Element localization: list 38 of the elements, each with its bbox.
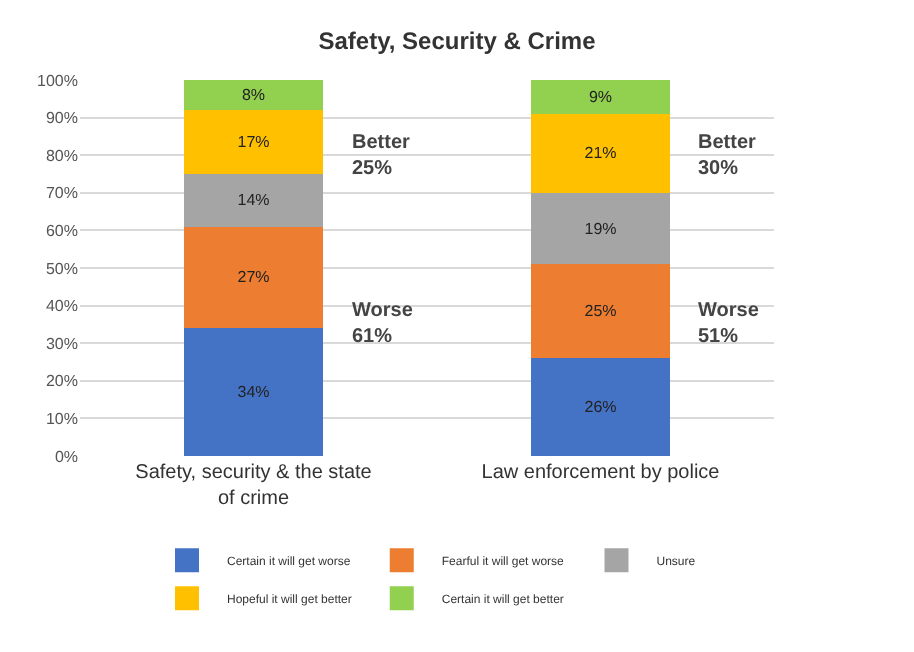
y-tick-label: 10%	[45, 410, 78, 428]
y-tick-label: 40%	[45, 297, 78, 316]
x-tick-label: Law enforcement by police	[481, 462, 721, 484]
data-label: 21%	[584, 144, 617, 163]
annotation: Better 30%	[698, 132, 757, 180]
y-tick-label: 90%	[45, 109, 78, 128]
bar	[184, 328, 323, 456]
annotation: Worse 51%	[698, 300, 760, 348]
chart-title: Safety, Security & Crime	[318, 27, 597, 56]
data-label: 25%	[584, 302, 617, 321]
y-tick-label: 70%	[45, 184, 78, 203]
bar	[184, 174, 323, 227]
bar	[531, 192, 670, 265]
data-label: 26%	[584, 398, 617, 417]
y-tick-label: 0%	[54, 447, 78, 466]
y-tick-label: 80%	[45, 146, 78, 165]
data-label: 17%	[237, 133, 270, 152]
data-label: 19%	[584, 219, 617, 238]
data-label: 27%	[237, 268, 270, 287]
data-label: 14%	[237, 191, 270, 210]
bar	[531, 113, 670, 193]
data-label: 9%	[588, 87, 613, 106]
annotation: Better 25%	[352, 132, 411, 180]
x-tick-label: Safety, security & the state of crime	[135, 462, 373, 510]
bar	[531, 264, 670, 359]
data-label: 8%	[241, 86, 266, 105]
bar	[184, 226, 323, 329]
annotation: Worse 61%	[352, 300, 414, 348]
y-tick-label: 30%	[45, 334, 78, 353]
y-tick-label: 50%	[45, 259, 78, 278]
bar	[184, 80, 323, 111]
y-tick-label: 60%	[45, 222, 78, 240]
bar	[531, 80, 670, 114]
bar	[531, 358, 670, 456]
y-tick-label: 100%	[37, 71, 78, 90]
data-label: 34%	[237, 383, 270, 402]
bar	[184, 110, 323, 174]
y-tick-label: 20%	[45, 372, 78, 391]
